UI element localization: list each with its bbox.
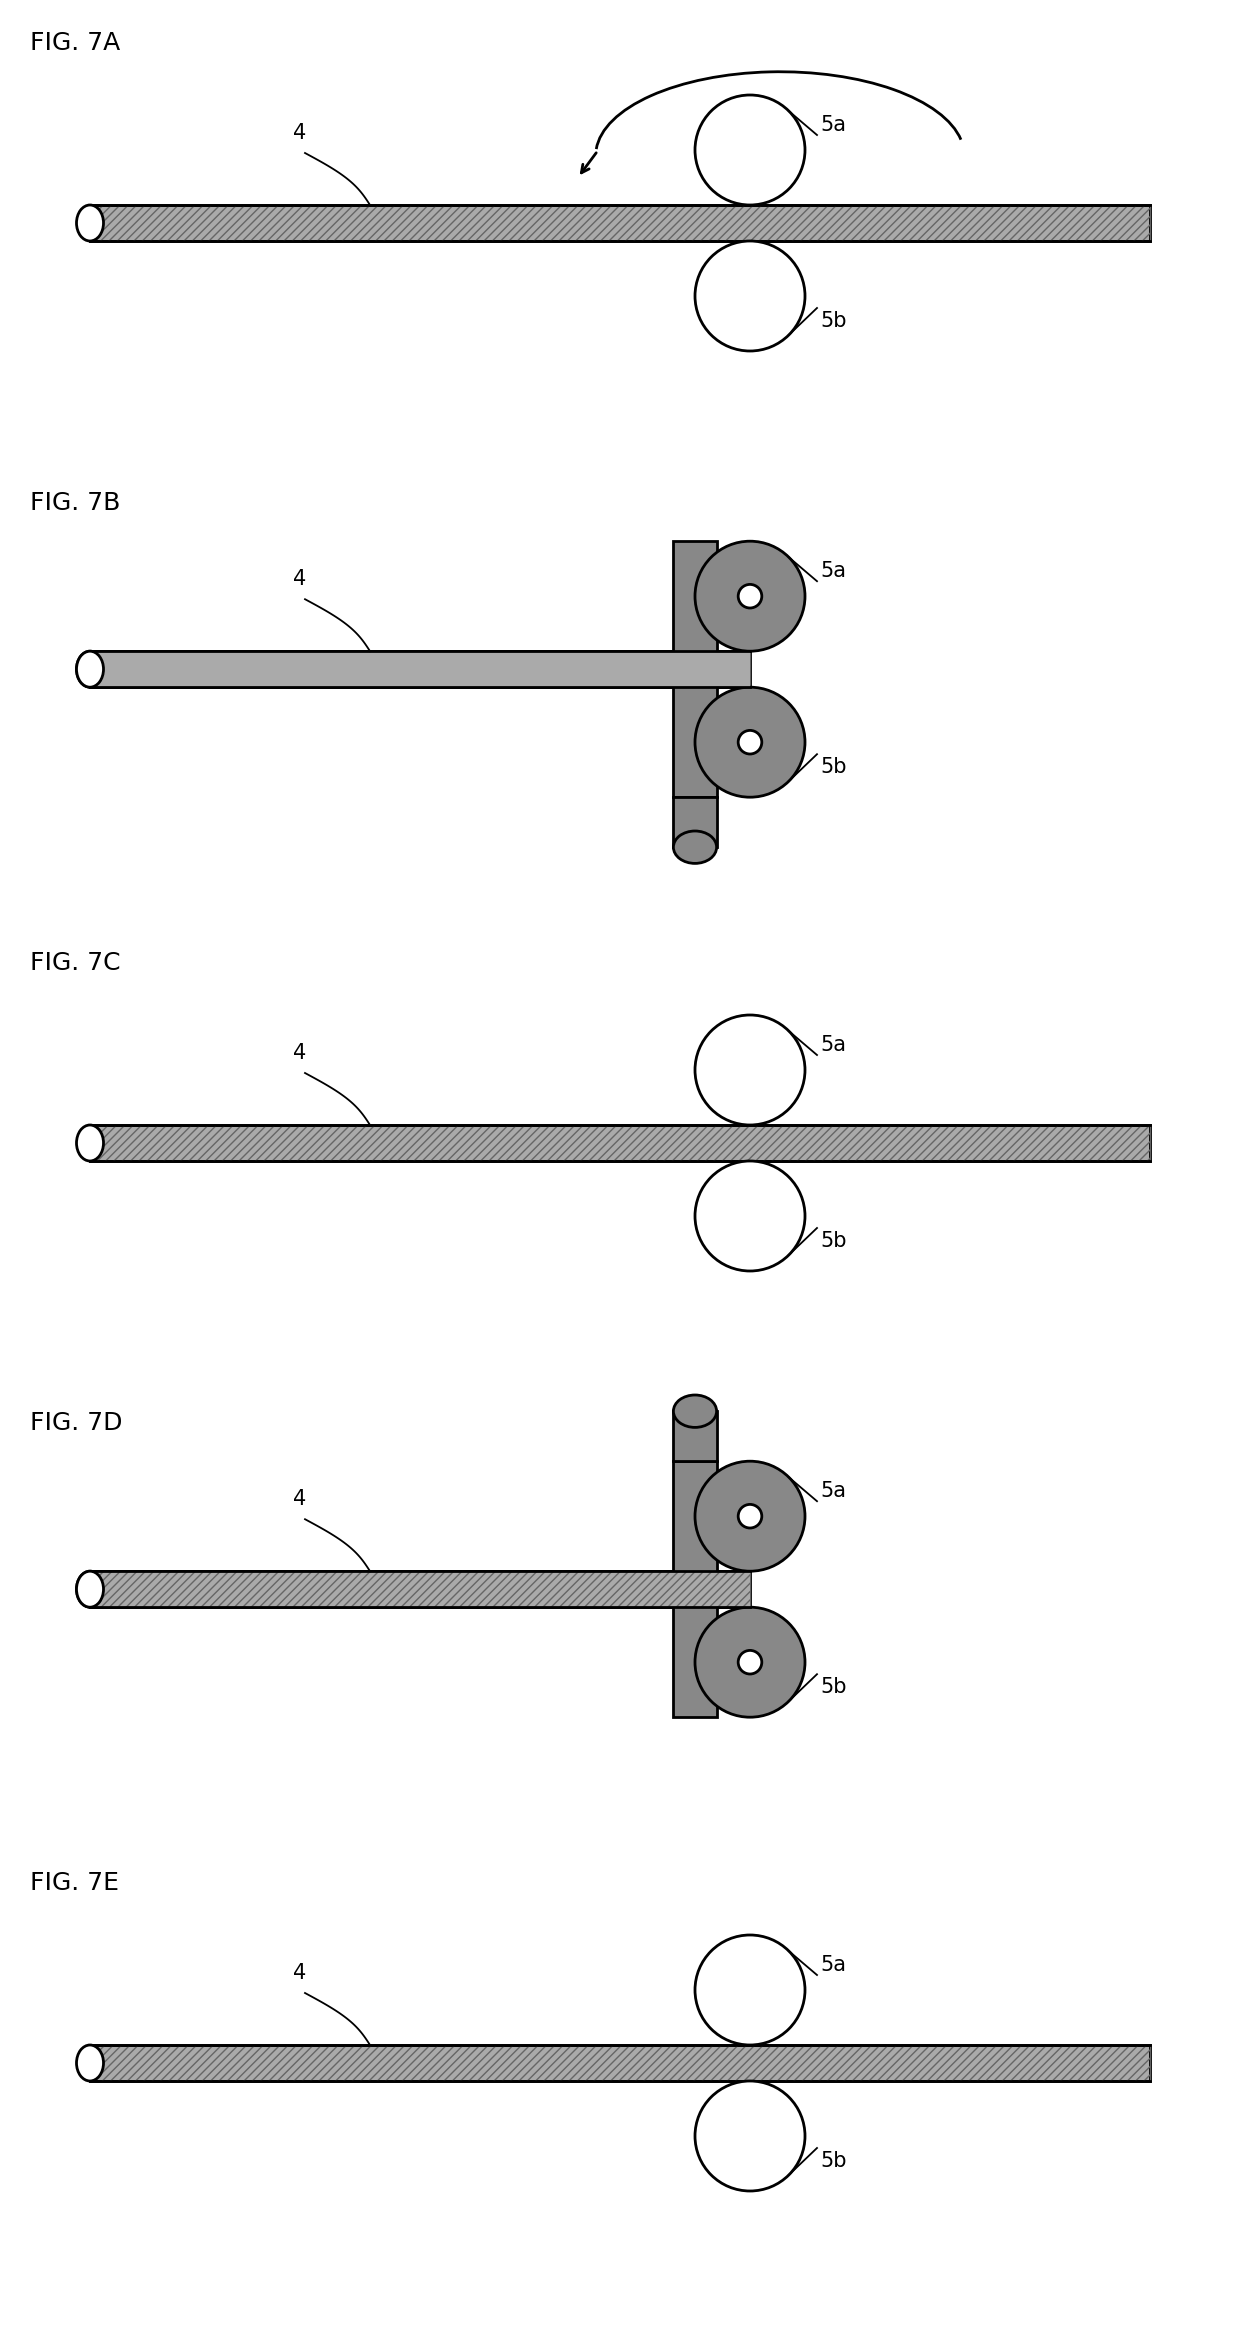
Text: 5a: 5a xyxy=(820,1954,846,1975)
Bar xyxy=(673,1412,717,1461)
Ellipse shape xyxy=(673,1396,717,1428)
Text: 5a: 5a xyxy=(820,1035,846,1056)
Ellipse shape xyxy=(77,651,103,686)
Bar xyxy=(91,651,750,686)
Text: 5a: 5a xyxy=(820,1482,846,1500)
Circle shape xyxy=(694,542,805,651)
Bar xyxy=(91,1126,1149,1161)
Circle shape xyxy=(738,730,761,754)
Text: 5b: 5b xyxy=(820,758,847,777)
Ellipse shape xyxy=(77,1126,103,1161)
Text: 4: 4 xyxy=(294,123,306,142)
Circle shape xyxy=(694,1935,805,2045)
Text: 5b: 5b xyxy=(820,1677,847,1698)
Bar xyxy=(91,651,750,686)
Text: FIG. 7D: FIG. 7D xyxy=(30,1412,123,1435)
Text: 5b: 5b xyxy=(820,2152,847,2170)
Circle shape xyxy=(694,95,805,205)
Text: 4: 4 xyxy=(294,1042,306,1063)
Text: 5b: 5b xyxy=(820,312,847,330)
Bar xyxy=(91,1570,750,1607)
Text: 5a: 5a xyxy=(820,114,846,135)
Ellipse shape xyxy=(77,2045,103,2082)
Text: FIG. 7B: FIG. 7B xyxy=(30,491,120,514)
Bar xyxy=(91,1570,750,1607)
Circle shape xyxy=(694,1161,805,1270)
Ellipse shape xyxy=(77,651,103,686)
Circle shape xyxy=(738,1505,761,1528)
Bar xyxy=(91,651,750,686)
Ellipse shape xyxy=(77,205,103,242)
Text: FIG. 7A: FIG. 7A xyxy=(30,30,120,56)
Circle shape xyxy=(694,1607,805,1717)
Circle shape xyxy=(738,584,761,607)
Circle shape xyxy=(694,2082,805,2191)
Text: 5a: 5a xyxy=(820,561,846,582)
Text: FIG. 7E: FIG. 7E xyxy=(30,1870,119,1896)
Bar xyxy=(91,2045,1149,2082)
Bar xyxy=(91,205,1149,242)
Text: 4: 4 xyxy=(294,570,306,588)
Bar xyxy=(91,2045,1149,2082)
Bar xyxy=(91,1126,1149,1161)
Circle shape xyxy=(694,1461,805,1570)
Circle shape xyxy=(738,1651,761,1675)
Bar xyxy=(673,798,717,847)
Ellipse shape xyxy=(673,830,717,863)
Ellipse shape xyxy=(77,1570,103,1607)
Bar xyxy=(91,1570,750,1607)
Bar xyxy=(91,205,1149,242)
Text: 5b: 5b xyxy=(820,1230,847,1251)
Text: 4: 4 xyxy=(294,1489,306,1510)
Bar xyxy=(673,1461,717,1717)
Bar xyxy=(673,542,717,798)
Bar xyxy=(91,1570,750,1607)
Ellipse shape xyxy=(77,1570,103,1607)
Text: FIG. 7C: FIG. 7C xyxy=(30,951,120,975)
Bar xyxy=(91,651,750,686)
Circle shape xyxy=(694,242,805,351)
Circle shape xyxy=(694,1014,805,1126)
Circle shape xyxy=(694,686,805,798)
Text: 4: 4 xyxy=(294,1963,306,1984)
